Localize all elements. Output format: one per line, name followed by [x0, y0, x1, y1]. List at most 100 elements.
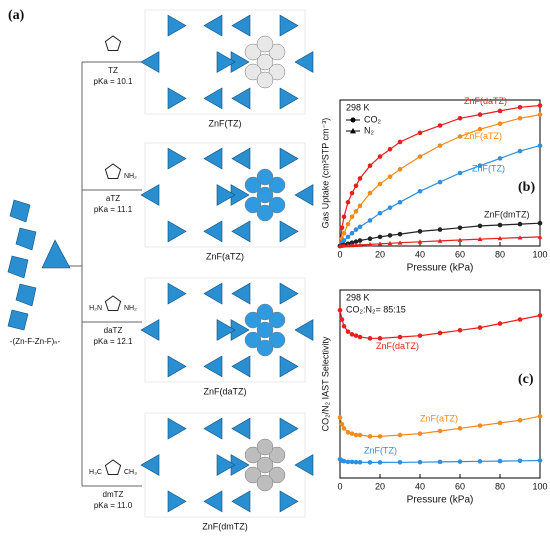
data-point [437, 123, 443, 128]
polyhedron [167, 220, 187, 243]
polyhedron [167, 417, 187, 440]
data-point [377, 181, 383, 187]
pore-sphere [256, 168, 274, 186]
data-point [497, 235, 503, 241]
series-label: ZnF(daTZ) [464, 96, 507, 106]
data-point [367, 434, 373, 439]
data-point [477, 325, 483, 330]
x-axis-label: Pressure (kPa) [407, 263, 474, 274]
polyhedron [231, 355, 251, 378]
data-point [457, 134, 463, 139]
data-point [357, 459, 363, 465]
pore-sphere [256, 35, 274, 53]
data-point [353, 459, 359, 465]
pore-sphere [268, 311, 286, 329]
data-point [437, 238, 443, 243]
framework-image [140, 9, 314, 115]
data-point [517, 317, 523, 322]
polyhedron [279, 87, 299, 110]
framework-name: ZnF(TZ) [209, 118, 242, 128]
framework-image [140, 142, 314, 248]
polyhedron [279, 220, 299, 243]
polyhedron [15, 283, 37, 307]
data-point [397, 459, 403, 465]
data-point [353, 333, 359, 338]
data-point [457, 115, 463, 121]
polyhedron [203, 14, 223, 37]
pore-sphere [244, 466, 262, 484]
data-point [417, 239, 423, 244]
x-tick-label: 100 [532, 249, 547, 259]
data-point [341, 458, 347, 464]
pore-sphere [256, 474, 274, 492]
data-point [387, 240, 393, 246]
x-tick-label: 100 [532, 481, 547, 491]
polyhedron [203, 282, 223, 305]
framework-image [140, 412, 314, 518]
data-point [397, 240, 403, 245]
data-point [367, 241, 373, 247]
data-point [349, 240, 355, 246]
pore-sphere [256, 186, 274, 204]
data-point [341, 323, 347, 329]
data-point [497, 156, 503, 161]
data-point [537, 458, 543, 463]
data-point [357, 203, 363, 209]
data-point [377, 336, 383, 341]
x-tick-label: 80 [495, 481, 505, 491]
series-label: ZnF(dmTZ) [484, 209, 530, 219]
data-point [377, 241, 383, 246]
series-label: ZnF(TZ) [472, 164, 505, 174]
data-point [457, 327, 463, 333]
polyhedron [203, 490, 223, 513]
series-label: ZnF(aTZ) [420, 413, 458, 423]
data-point [387, 146, 393, 152]
legend-marker [350, 128, 356, 134]
pore-sphere [268, 43, 286, 61]
data-point [517, 115, 523, 121]
polyhedron [294, 184, 314, 206]
ligand-ring [104, 35, 122, 51]
data-point [353, 183, 359, 189]
data-point [417, 130, 423, 136]
data-point [339, 421, 345, 427]
data-point [397, 139, 403, 145]
panel-label: (c) [518, 372, 534, 387]
x-tick-label: 80 [495, 249, 505, 259]
y-axis-label: CO₂/N₂ IAST Selectivity [320, 336, 330, 431]
ligand-name: aTZ [106, 194, 120, 203]
legend-marker [350, 117, 356, 123]
data-point [345, 243, 351, 248]
polyhedron [167, 282, 187, 305]
annotation: 298 K [346, 102, 370, 112]
series-line [339, 104, 541, 247]
ligand-pka: pKa = 10.1 [94, 77, 133, 86]
polyhedron [279, 490, 299, 513]
polyhedron [167, 14, 187, 37]
data-point [477, 126, 483, 132]
data-point [377, 434, 383, 439]
data-point [517, 221, 523, 227]
data-point [353, 432, 359, 438]
zn-chain [7, 199, 71, 331]
pore-sphere [256, 53, 274, 71]
data-point [367, 336, 373, 341]
panel-label: (b) [518, 180, 535, 195]
x-tick-label: 0 [337, 249, 342, 259]
pore-sphere [244, 196, 262, 214]
polyhedron [140, 319, 160, 341]
data-point [457, 459, 463, 464]
data-point [437, 227, 443, 232]
data-point [357, 238, 363, 243]
data-point [497, 458, 503, 464]
annotation: 298 K [346, 292, 370, 302]
data-point [477, 112, 483, 117]
pore-sphere [244, 63, 262, 81]
data-point [377, 460, 383, 465]
data-point [537, 313, 543, 318]
pore-sphere [256, 456, 274, 474]
data-point [337, 307, 343, 313]
polyhedron [140, 184, 160, 206]
data-point [437, 143, 443, 148]
data-point [337, 415, 343, 420]
